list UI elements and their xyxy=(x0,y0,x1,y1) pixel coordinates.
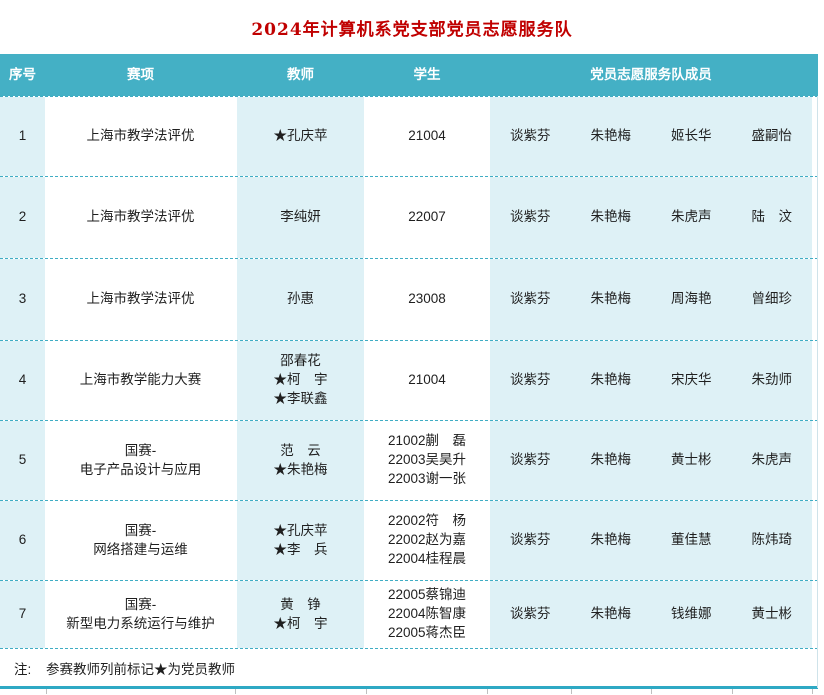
member-name: 谈紫芬 xyxy=(510,209,551,225)
member-name: 朱艳梅 xyxy=(590,372,632,388)
table-row: 1 上海市教学法评优 ★孔庆苹 21004 谈紫芬 朱艳梅 姬长华 盛嗣怡 xyxy=(0,96,818,176)
cell-no: 6 xyxy=(0,501,45,580)
cell-event: 国赛- 电子产品设计与应用 xyxy=(79,442,202,477)
member-name: 姬长华 xyxy=(671,128,712,144)
header-no: 序号 xyxy=(9,66,36,82)
cell-event: 上海市教学法评优 xyxy=(86,291,195,307)
member-name: 黄士彬 xyxy=(671,452,712,468)
cell-members: 谈紫芬 朱艳梅 董佳慧 陈炜琦 xyxy=(490,501,812,580)
table-row: 4 上海市教学能力大赛 邵春花 ★柯 宇 ★李联鑫 21004 谈紫芬 朱艳梅 … xyxy=(0,340,818,420)
member-name: 朱艳梅 xyxy=(590,209,632,225)
cell-event: 上海市教学法评优 xyxy=(86,209,195,225)
cell-student: 22002符 杨 22002赵为嘉 22004桂程晨 xyxy=(387,513,467,566)
note-label: 注: xyxy=(14,661,32,677)
cell-student: 21004 xyxy=(408,372,446,388)
title-bar: 2024年计算机系党支部党员志愿服务队 xyxy=(0,0,824,54)
table-bottom-border xyxy=(0,686,818,689)
member-name: 宋庆华 xyxy=(671,372,712,388)
header-members: 党员志愿服务队成员 xyxy=(590,66,712,82)
member-name: 朱虎声 xyxy=(751,452,793,468)
cell-student: 21004 xyxy=(408,128,446,144)
member-name: 谈紫芬 xyxy=(510,291,551,307)
note-row: 注: 参赛教师列前标记★为党员教师 xyxy=(0,648,818,686)
cell-event: 国赛- 网络搭建与运维 xyxy=(93,522,188,557)
member-name: 陈炜琦 xyxy=(751,532,793,548)
table-row: 6 国赛- 网络搭建与运维 ★孔庆苹 ★李 兵 22002符 杨 22002赵为… xyxy=(0,500,818,580)
cell-members: 谈紫芬 朱艳梅 周海艳 曾细珍 xyxy=(490,259,812,340)
cell-teacher: ★孔庆苹 ★李 兵 xyxy=(237,501,364,580)
cell-student: 23008 xyxy=(408,291,446,307)
cell-teacher: 邵春花 ★柯 宇 ★李联鑫 xyxy=(237,341,364,420)
member-name: 董佳慧 xyxy=(671,532,712,548)
member-name: 谈紫芬 xyxy=(510,128,551,144)
cell-no: 2 xyxy=(0,177,45,258)
member-name: 谈紫芬 xyxy=(510,606,551,622)
header-event: 赛项 xyxy=(127,66,154,82)
member-name: 钱维娜 xyxy=(671,606,712,622)
member-name: 谈紫芬 xyxy=(510,532,551,548)
cell-event: 上海市教学法评优 xyxy=(86,128,195,144)
cell-members: 谈紫芬 朱艳梅 姬长华 盛嗣怡 xyxy=(490,97,812,176)
table-header-row: 序号 赛项 教师 学生 党员志愿服务队成员 xyxy=(0,54,818,96)
cell-no: 3 xyxy=(0,259,45,340)
cell-student: 22005蔡锦迪 22004陈智康 22005蒋杰臣 xyxy=(387,587,467,640)
cell-event: 国赛- 新型电力系统运行与维护 xyxy=(66,596,215,631)
cell-teacher: 李纯妍 xyxy=(237,177,364,258)
cell-members: 谈紫芬 朱艳梅 钱维娜 黄士彬 xyxy=(490,581,812,648)
cell-no: 7 xyxy=(0,581,45,648)
page-title: 2024年计算机系党支部党员志愿服务队 xyxy=(251,19,573,40)
table-right-border xyxy=(817,96,818,688)
member-name: 朱劲师 xyxy=(751,372,793,388)
cell-teacher: 范 云 ★朱艳梅 xyxy=(237,421,364,500)
cell-event: 上海市教学能力大赛 xyxy=(79,372,202,388)
cell-members: 谈紫芬 朱艳梅 宋庆华 朱劲师 xyxy=(490,341,812,420)
cell-no: 5 xyxy=(0,421,45,500)
cell-no: 4 xyxy=(0,341,45,420)
table-row: 5 国赛- 电子产品设计与应用 范 云 ★朱艳梅 21002蒯 磊 22003吴… xyxy=(0,420,818,500)
grid-continuation xyxy=(0,689,818,695)
note-text: 参赛教师列前标记★为党员教师 xyxy=(46,661,235,677)
table-row: 3 上海市教学法评优 孙惠 23008 谈紫芬 朱艳梅 周海艳 曾细珍 xyxy=(0,258,818,340)
member-name: 朱艳梅 xyxy=(590,532,632,548)
cell-members: 谈紫芬 朱艳梅 朱虎声 陆 汶 xyxy=(490,177,812,258)
cell-teacher: ★孔庆苹 xyxy=(237,97,364,176)
cell-student: 22007 xyxy=(408,209,446,225)
member-name: 谈紫芬 xyxy=(510,372,551,388)
table-row: 2 上海市教学法评优 李纯妍 22007 谈紫芬 朱艳梅 朱虎声 陆 汶 xyxy=(0,176,818,258)
member-name: 陆 汶 xyxy=(751,209,793,225)
cell-student: 21002蒯 磊 22003吴昊升 22003谢一张 xyxy=(387,433,467,486)
cell-members: 谈紫芬 朱艳梅 黄士彬 朱虎声 xyxy=(490,421,812,500)
member-name: 周海艳 xyxy=(671,291,712,307)
cell-teacher: 黄 铮 ★柯 宇 xyxy=(237,581,364,648)
member-name: 曾细珍 xyxy=(751,291,793,307)
header-student: 学生 xyxy=(413,66,441,82)
member-name: 谈紫芬 xyxy=(510,452,551,468)
cell-no: 1 xyxy=(0,97,45,176)
member-name: 朱艳梅 xyxy=(590,452,632,468)
member-name: 朱艳梅 xyxy=(590,291,632,307)
member-name: 朱艳梅 xyxy=(590,128,632,144)
member-name: 黄士彬 xyxy=(751,606,793,622)
member-name: 朱艳梅 xyxy=(590,606,632,622)
member-name: 朱虎声 xyxy=(671,209,712,225)
cell-teacher: 孙惠 xyxy=(237,259,364,340)
table-row: 7 国赛- 新型电力系统运行与维护 黄 铮 ★柯 宇 22005蔡锦迪 2200… xyxy=(0,580,818,648)
member-name: 盛嗣怡 xyxy=(751,128,793,144)
header-teacher: 教师 xyxy=(287,66,314,82)
